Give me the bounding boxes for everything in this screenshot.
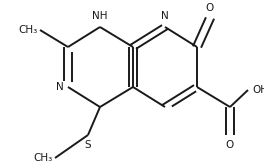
Text: O: O: [226, 140, 234, 150]
Text: NH: NH: [92, 11, 108, 21]
Text: O: O: [206, 3, 214, 13]
Text: S: S: [85, 140, 91, 150]
Text: N: N: [161, 11, 169, 21]
Text: OH: OH: [252, 85, 264, 95]
Text: CH₃: CH₃: [34, 153, 53, 163]
Text: N: N: [56, 82, 64, 92]
Text: CH₃: CH₃: [19, 25, 38, 35]
